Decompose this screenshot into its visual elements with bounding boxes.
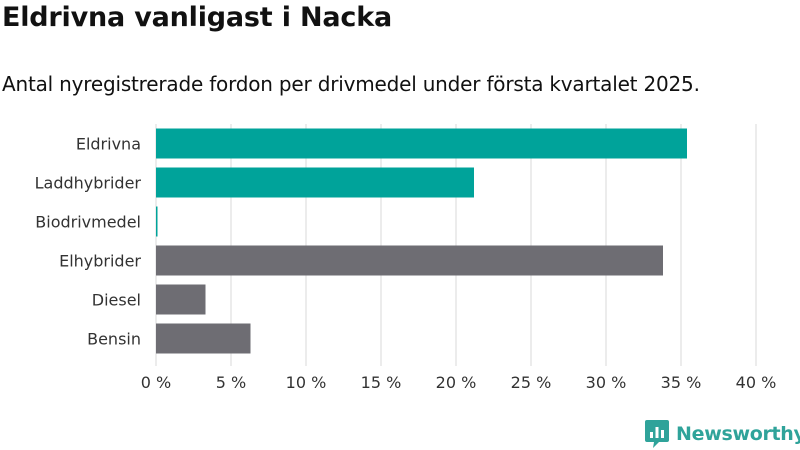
x-tick-label: 15 % [361,373,402,392]
x-tick-label: 35 % [661,373,702,392]
category-label: Biodrivmedel [35,213,141,232]
x-tick-label: 10 % [286,373,327,392]
bar [156,206,158,237]
x-tick-label: 25 % [511,373,552,392]
newsworthy-brand: Newsworthy [644,418,800,450]
bar [156,167,474,198]
x-tick-label: 30 % [586,373,627,392]
brand-name: Newsworthy [676,423,800,445]
x-tick-label: 5 % [216,373,246,392]
category-label: Laddhybrider [35,174,142,193]
newsworthy-logo-icon [645,420,669,448]
x-tick-label: 40 % [736,373,777,392]
chart-title: Eldrivna vanligast i Nacka [2,2,392,33]
bar [156,323,251,354]
x-tick-label: 0 % [141,373,171,392]
category-label: Eldrivna [76,135,141,154]
category-label: Diesel [92,291,141,310]
category-label: Bensin [87,330,141,349]
chart-subtitle: Antal nyregistrerade fordon per drivmede… [2,72,700,96]
bar [156,284,206,315]
category-label: Elhybrider [59,252,141,271]
bar-chart: Eldrivna Laddhybrider Biodrivmedel Elhybrid… [35,124,777,392]
bar [156,128,687,159]
bar [156,245,663,276]
x-tick-label: 20 % [436,373,477,392]
